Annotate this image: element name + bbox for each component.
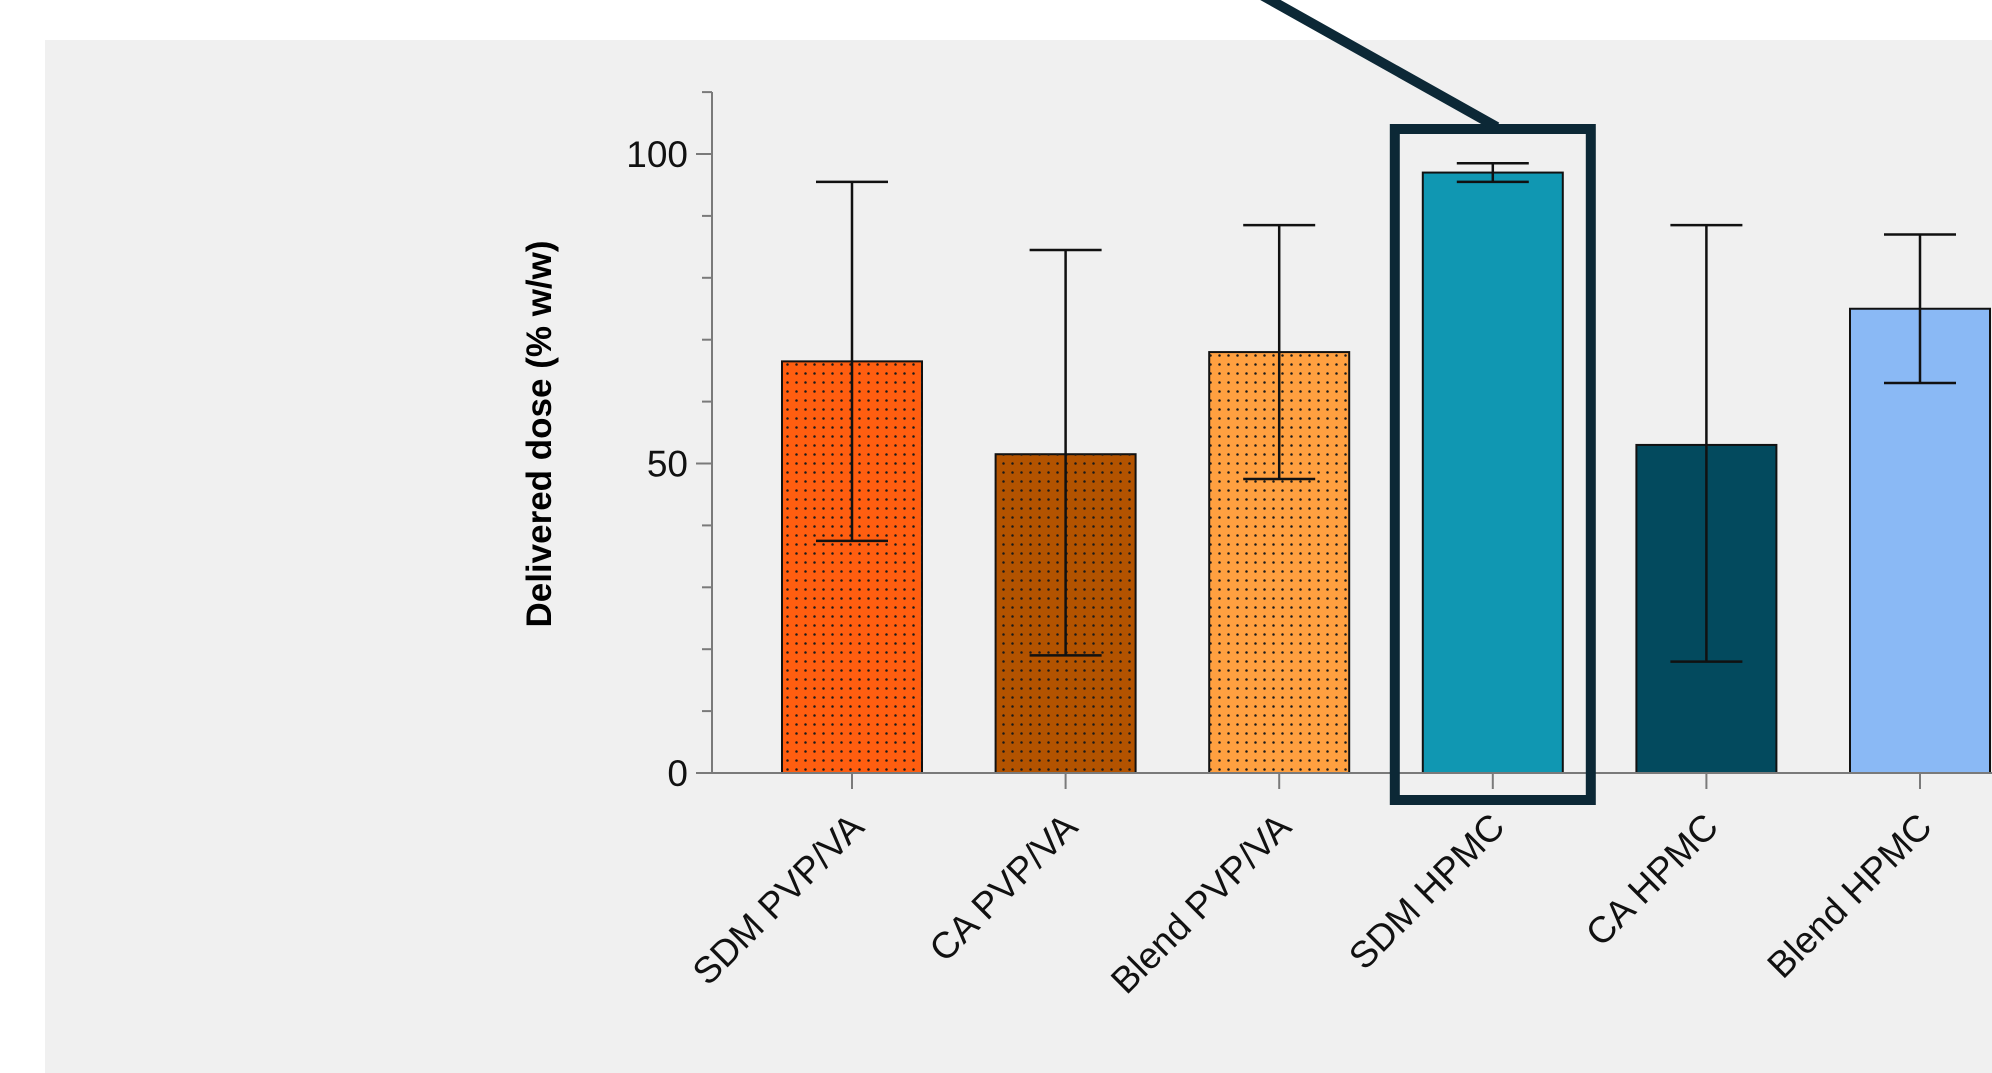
y-tick-label: 100 [626, 134, 688, 175]
error-bars [816, 162, 1956, 663]
y-axis-title: Delivered dose (% w/w) [520, 240, 559, 627]
y-tick-label: 0 [667, 753, 688, 794]
y-axis-ticks: 0 50 100 [626, 91, 712, 794]
bar [1421, 171, 1564, 774]
highlight-annotation [1260, 0, 1596, 805]
highlight-pointer-line [1260, 0, 1500, 132]
y-tick-label: 50 [647, 444, 688, 485]
